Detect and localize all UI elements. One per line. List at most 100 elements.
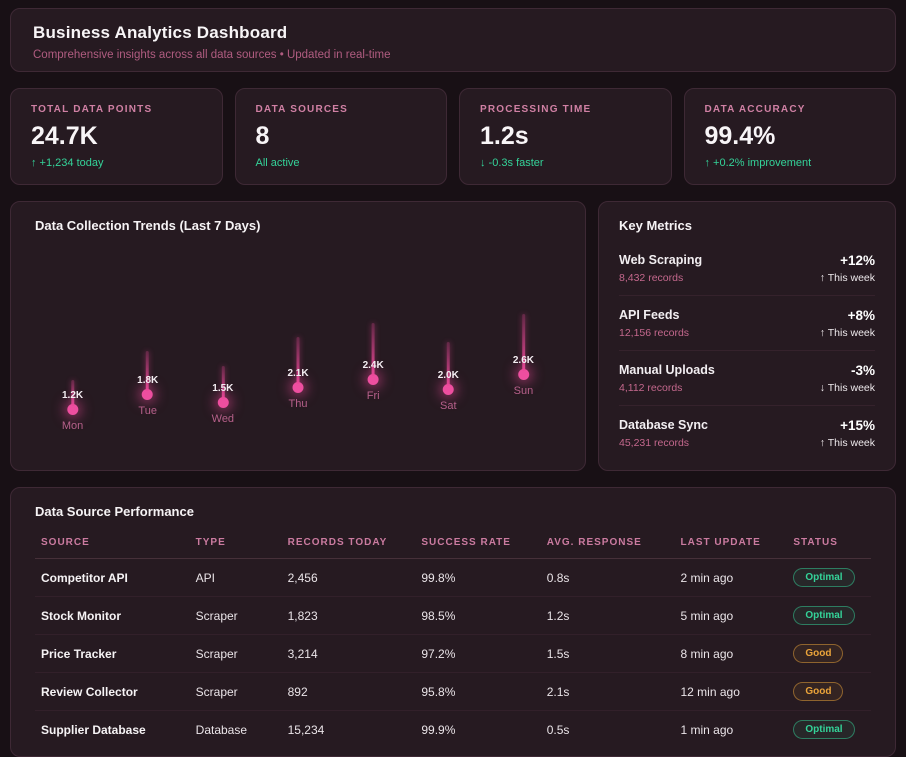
status-badge: Good <box>793 644 844 663</box>
chart-stick: 1.2K <box>62 379 83 406</box>
chart-point-tue: 1.8K Tue <box>137 351 159 417</box>
chart-point-wed: 1.5K Wed <box>211 365 235 425</box>
key-metrics-panel: Key Metrics Web Scraping 8,432 records +12… <box>598 201 896 471</box>
metric-item-web-scraping: Web Scraping 8,432 records +12% ↑ This week <box>619 241 875 295</box>
cell-last-update: 2 min ago <box>674 558 788 597</box>
cell-source: Supplier Database <box>41 722 146 737</box>
cell-success-rate: 99.9% <box>421 722 456 737</box>
page-title: Business Analytics Dashboard <box>33 23 288 42</box>
status-badge: Good <box>793 682 844 701</box>
cell-records: 2,456 <box>281 558 416 597</box>
stat-change: ↑ +1,234 today <box>31 157 104 169</box>
metric-records: 8,432 records <box>619 272 684 284</box>
day-label: Sat <box>440 400 457 412</box>
status-badge: Optimal <box>793 568 855 587</box>
cell-avg-response: 1.5s <box>540 634 675 673</box>
table-row: Review Collector Scraper 892 95.8% 2.1s 12 mi… <box>35 672 871 711</box>
chart-dot[interactable] <box>367 374 379 385</box>
chart-point-sun: 2.6K Sun <box>512 313 534 397</box>
day-label: Tue <box>138 405 157 417</box>
stick-line <box>521 313 525 371</box>
stat-label: TOTAL DATA POINTS <box>31 104 153 115</box>
performance-table: SOURCE TYPE RECORDS TODAY SUCCESS RATE AVG. … <box>35 529 871 748</box>
chart-point-fri: 2.4K Fri <box>363 323 384 402</box>
stick-line <box>71 379 75 406</box>
stat-card-processing-time: PROCESSING TIME 1.2s ↓ -0.3s faster <box>459 88 672 185</box>
dashboard-page: Business Analytics Dashboard Comprehensi… <box>10 8 896 757</box>
metric-change: +15% <box>840 418 875 433</box>
stat-label: PROCESSING TIME <box>480 104 592 115</box>
metric-right: +15% ↑ This week <box>820 418 875 449</box>
point-value-label: 1.2K <box>62 390 84 401</box>
stat-label: DATA ACCURACY <box>704 104 806 115</box>
table-row: Competitor API API 2,456 99.8% 0.8s 2 min ago… <box>35 558 871 597</box>
metric-records: 4,112 records <box>619 382 683 394</box>
stat-change: All active <box>255 157 300 169</box>
metric-change: +8% <box>847 308 875 323</box>
table-body: Competitor API API 2,456 99.8% 0.8s 2 min ago… <box>35 558 871 749</box>
cell-status: Good <box>787 634 871 673</box>
cell-records: 15,234 <box>287 722 325 737</box>
chart-point-sat: 2.0K Sat <box>438 342 459 412</box>
metric-item-database-sync: Database Sync 45,231 records +15% ↑ This we… <box>619 405 875 460</box>
metric-trend: ↑ This week <box>819 437 875 449</box>
column-header-status: STATUS <box>787 529 871 559</box>
day-label: Wed <box>211 412 235 425</box>
chart-dot[interactable] <box>142 389 154 400</box>
cell-success-rate: 95.8% <box>415 672 541 711</box>
point-value-label: 2.6K <box>512 355 534 366</box>
metric-change: -3% <box>850 363 875 378</box>
stat-card-data-accuracy: DATA ACCURACY 99.4% ↑ +0.2% improvement <box>683 88 896 185</box>
chart-dot[interactable] <box>517 369 529 380</box>
table-row: Supplier Database Database 15,234 99.9% 0.5s… <box>35 711 871 749</box>
status-badge: Optimal <box>793 606 855 625</box>
cell-source: Stock Monitor <box>35 596 190 635</box>
cell-type: Scraper <box>189 596 282 635</box>
metric-records: 45,231 records <box>619 437 690 449</box>
chart-panel: Data Collection Trends (Last 7 Days) 1.2… <box>10 201 586 471</box>
chart-dot[interactable] <box>217 396 229 408</box>
status-badge: Optimal <box>793 720 855 739</box>
cell-type: Scraper <box>189 634 282 673</box>
cell-success-rate: 99.8% <box>415 558 541 597</box>
data-collection-chart: 1.2K Mon 1.8K Tue 1.5K Wed 2.1K Thu 2.4K Fri 2.0K S… <box>35 239 561 454</box>
chart-title: Data Collection Trends (Last 7 Days) <box>35 218 261 233</box>
stat-value: 8 <box>255 122 270 150</box>
cell-last-update: 12 min ago <box>674 672 788 711</box>
cell-records: 1,823 <box>281 596 416 635</box>
chart-dot[interactable] <box>442 384 454 395</box>
column-header-success-rate: SUCCESS RATE <box>415 529 541 559</box>
key-metrics-title: Key Metrics <box>619 218 692 233</box>
cell-success-rate: 98.5% <box>415 596 541 635</box>
metric-trend: ↓ This week <box>819 382 875 394</box>
cell-records: 3,214 <box>281 634 416 673</box>
stat-value: 1.2s <box>480 122 529 150</box>
point-value-label: 1.8K <box>137 375 159 386</box>
metric-right: +8% ↑ This week <box>820 308 875 339</box>
cell-avg-response: 2.1s <box>540 672 675 711</box>
metric-name: Database Sync <box>619 418 708 432</box>
metric-trend: ↑ This week <box>819 272 875 284</box>
cell-avg-response: 0.5s <box>546 722 570 737</box>
cell-records: 892 <box>281 672 416 711</box>
day-label: Sun <box>513 385 534 397</box>
table-panel: Data Source Performance SOURCE TYPE RECORD… <box>10 487 896 757</box>
chart-point-thu: 2.1K Thu <box>287 337 309 410</box>
stat-label: DATA SOURCES <box>255 104 349 115</box>
chart-dot[interactable] <box>67 404 79 415</box>
metric-item-manual-uploads: Manual Uploads 4,112 records -3% ↓ This wee… <box>619 350 875 405</box>
chart-dot[interactable] <box>292 381 304 393</box>
chart-point-mon: 1.2K Mon <box>61 379 84 432</box>
metric-change: +12% <box>840 253 875 268</box>
stat-change: ↓ -0.3s faster <box>480 157 544 169</box>
cell-status: Optimal <box>787 596 871 635</box>
metric-right: +12% ↑ This week <box>820 253 875 284</box>
metric-right: -3% ↓ This week <box>820 363 875 394</box>
metric-records: 12,156 records <box>619 327 690 339</box>
metric-left: API Feeds 12,156 records <box>619 308 689 339</box>
day-label: Mon <box>61 420 84 432</box>
cell-status: Optimal <box>787 558 871 597</box>
stat-value: 24.7K <box>31 122 98 150</box>
column-header-source: SOURCE <box>35 529 190 559</box>
metric-item-api-feeds: API Feeds 12,156 records +8% ↑ This week <box>619 295 875 350</box>
